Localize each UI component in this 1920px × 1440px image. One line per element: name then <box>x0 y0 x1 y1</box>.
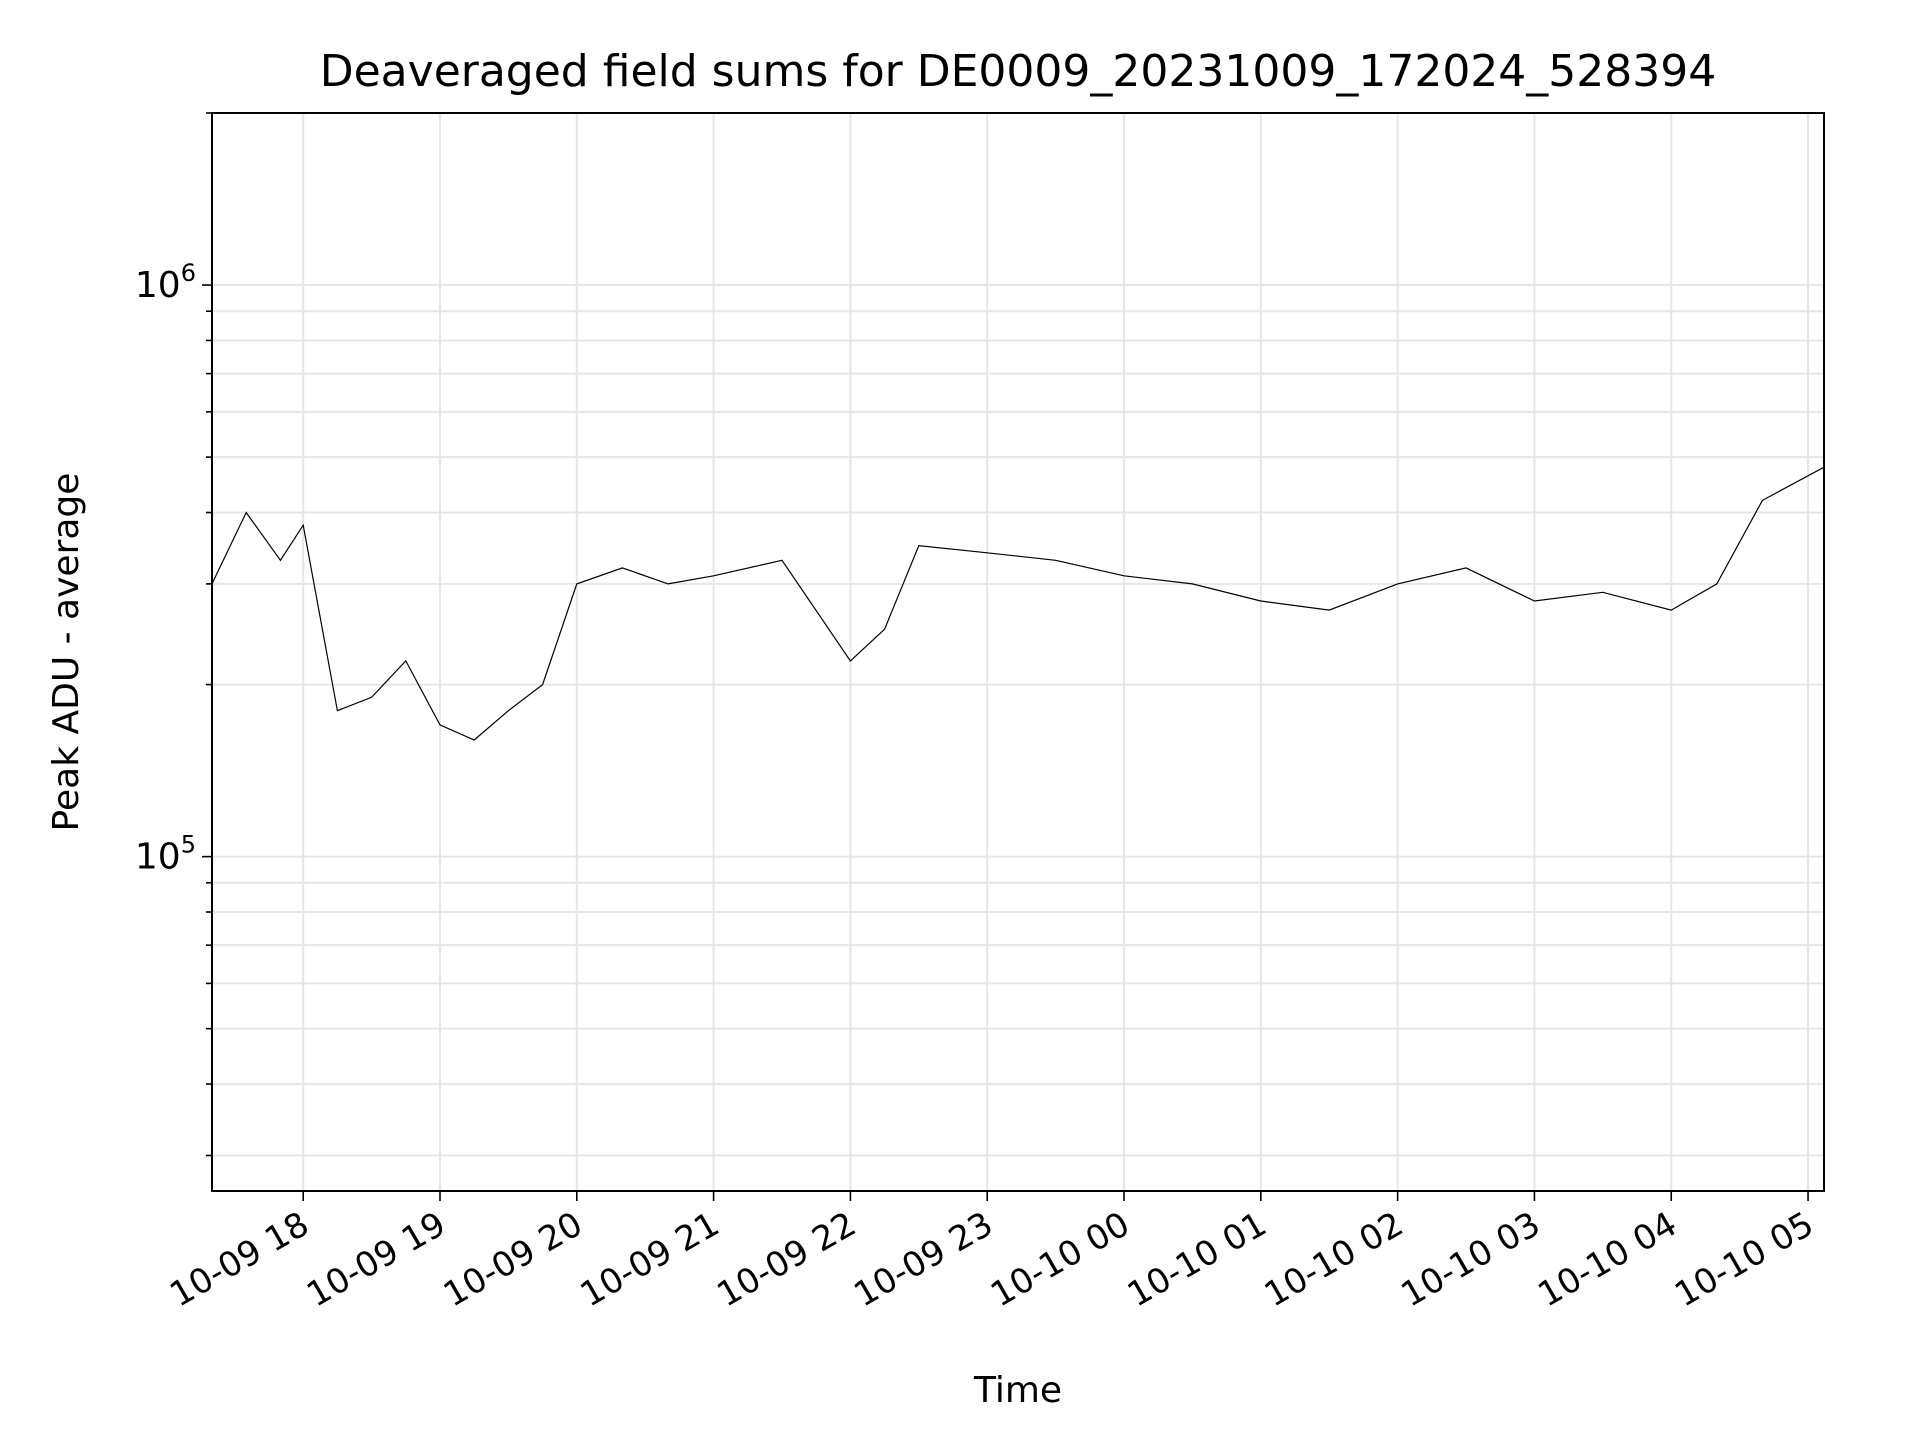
x-axis-label: Time <box>973 1370 1062 1411</box>
x-tick-label: 10-10 01 <box>1121 1204 1273 1315</box>
x-tick-label: 10-09 23 <box>847 1204 999 1315</box>
x-tick-label: 10-10 00 <box>984 1204 1136 1315</box>
x-tick-label: 10-09 18 <box>163 1204 315 1315</box>
grid <box>212 112 1824 1191</box>
plot-frame <box>211 112 1825 1192</box>
x-tick-label: 10-10 02 <box>1258 1204 1410 1315</box>
y-axis: 105 106 <box>135 112 212 1157</box>
series-line <box>211 466 1825 741</box>
y-axis-label: Peak ADU - average <box>46 473 87 832</box>
x-tick-label: 10-10 05 <box>1668 1204 1820 1315</box>
x-tick-label: 10-09 21 <box>574 1204 726 1315</box>
x-tick-label: 10-10 04 <box>1531 1204 1683 1315</box>
y-tick-label: 105 <box>135 831 196 878</box>
x-tick-label: 10-09 22 <box>711 1204 863 1315</box>
x-tick-label: 10-10 03 <box>1395 1204 1547 1315</box>
y-tick-label: 106 <box>135 259 196 306</box>
x-tick-label: 10-09 20 <box>437 1204 589 1315</box>
x-tick-label: 10-09 19 <box>300 1204 452 1315</box>
chart-title: Deaveraged field sums for DE0009_2023100… <box>320 46 1717 97</box>
